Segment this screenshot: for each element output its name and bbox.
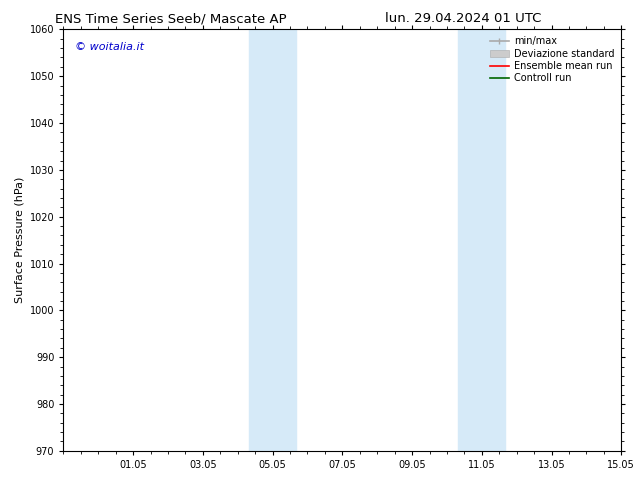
Y-axis label: Surface Pressure (hPa): Surface Pressure (hPa) [14, 177, 24, 303]
Bar [273, 29, 296, 451]
Text: ENS Time Series Seeb/ Mascate AP: ENS Time Series Seeb/ Mascate AP [55, 12, 287, 25]
Text: © woitalia.it: © woitalia.it [75, 42, 143, 52]
Text: lun. 29.04.2024 01 UTC: lun. 29.04.2024 01 UTC [385, 12, 541, 25]
Bar [482, 29, 505, 451]
Bar [458, 29, 482, 451]
Bar [249, 29, 273, 451]
Legend: min/max, Deviazione standard, Ensemble mean run, Controll run: min/max, Deviazione standard, Ensemble m… [488, 34, 616, 85]
